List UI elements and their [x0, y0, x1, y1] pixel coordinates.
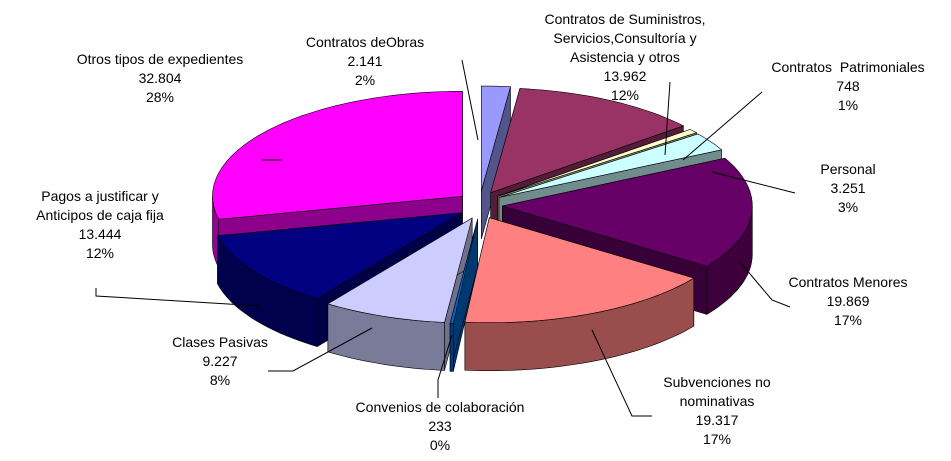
value-label: 748	[836, 78, 860, 94]
data-label: Contratos de Suministros, Servicios,Cons…	[544, 10, 705, 105]
value-label: 19.869	[826, 293, 870, 309]
data-label: Contratos deObras 2.141 2%	[306, 33, 424, 90]
category-label: Otros tipos de expedientes	[76, 51, 244, 67]
value-label: 13.444	[78, 226, 122, 242]
value-label: 233	[428, 418, 452, 434]
data-label: Clases Pasivas 9.227 8%	[172, 333, 268, 390]
leader-line	[682, 91, 763, 161]
leader-line	[664, 81, 671, 156]
percent-label: 8%	[209, 372, 231, 388]
slice-side	[449, 322, 454, 372]
percent-label: 1%	[837, 97, 859, 113]
percent-label: 17%	[833, 312, 863, 328]
category-label: Pagos a justificar y Anticipos de caja f…	[36, 188, 164, 223]
slice	[497, 129, 698, 197]
value-label: 13.962	[603, 68, 647, 84]
percent-label: 2%	[354, 72, 376, 88]
slice	[327, 217, 473, 323]
data-label: Pagos a justificar y Anticipos de caja f…	[36, 187, 164, 263]
category-label: Subvenciones no nominativas	[663, 374, 771, 409]
leader-line	[437, 334, 453, 398]
category-label: Contratos Patrimoniales	[771, 59, 925, 75]
value-label: 19.317	[695, 412, 739, 428]
leader-line	[95, 288, 263, 307]
data-label: Contratos Patrimoniales 748 1%	[771, 58, 924, 115]
percent-label: 17%	[702, 431, 732, 447]
value-label: 32.804	[138, 70, 182, 86]
slice	[502, 157, 753, 267]
data-label: Subvenciones no nominativas 19.317 17%	[663, 373, 770, 449]
slice	[212, 91, 463, 220]
percent-label: 12%	[85, 245, 115, 261]
category-label: Personal	[820, 161, 876, 177]
percent-label: 3%	[837, 199, 859, 215]
data-label: Convenios de colaboración 233 0%	[356, 398, 525, 455]
percent-label: 0%	[429, 437, 451, 453]
category-label: Contratos Menores	[788, 274, 908, 290]
percent-label: 12%	[610, 87, 640, 103]
category-label: Convenios de colaboración	[355, 399, 525, 415]
data-label: Personal 3.251 3%	[820, 160, 875, 217]
category-label: Contratos de Suministros, Servicios,Cons…	[544, 11, 706, 65]
slice	[449, 218, 478, 324]
category-label: Contratos deObras	[305, 34, 425, 50]
slice	[490, 88, 685, 194]
slice	[498, 133, 723, 198]
data-label: Contratos Menores 19.869 17%	[788, 273, 907, 330]
data-label: Otros tipos de expedientes 32.804 28%	[77, 50, 244, 107]
slice	[464, 217, 695, 323]
leader-line	[268, 327, 373, 372]
value-label: 3.251	[830, 180, 866, 196]
leader-line	[591, 329, 652, 417]
percent-label: 28%	[145, 89, 175, 105]
leader-line	[711, 171, 796, 194]
category-label: Clases Pasivas	[172, 334, 268, 350]
leader-line	[461, 59, 479, 141]
value-label: 2.141	[347, 53, 383, 69]
slice	[217, 212, 462, 299]
value-label: 9.227	[202, 353, 238, 369]
leader-line	[739, 261, 791, 308]
slice	[481, 85, 511, 192]
